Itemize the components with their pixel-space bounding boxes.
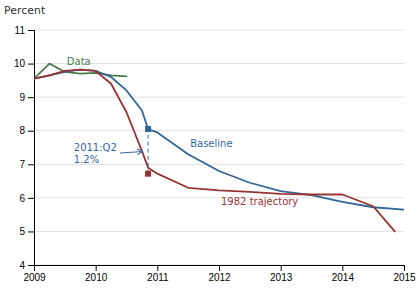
- y-tick-label: 4: [19, 260, 25, 271]
- x-tick: 2009: [23, 265, 46, 283]
- series-label: Data: [67, 56, 91, 67]
- series-label: Baseline: [190, 138, 232, 149]
- x-tick-label: 2013: [270, 272, 293, 283]
- y-tick: 11: [15, 25, 34, 36]
- grid-line: [34, 130, 404, 131]
- x-tick-mark: [219, 265, 220, 271]
- y-axis-line: [28, 31, 35, 266]
- grid: [34, 30, 404, 265]
- x-tick-label: 2015: [393, 272, 416, 283]
- x-tick-label: 2009: [23, 272, 46, 283]
- y-tick-label: 8: [19, 125, 25, 136]
- y-tick-label: 5: [19, 226, 25, 237]
- marker: [145, 171, 151, 177]
- y-tick: 4: [19, 260, 34, 271]
- plot: 2009 2010 2011 2012 2013 2014 2015 4 5 6 7 8 9 10 11 Da…: [14, 25, 416, 283]
- x-tick-mark: [96, 265, 97, 271]
- grid-line: [34, 97, 404, 98]
- x-tick: 2014: [332, 265, 355, 283]
- y-tick-mark: [28, 97, 34, 98]
- labels: Data Baseline 1982 trajectory 2011:Q21.2%: [67, 56, 299, 208]
- x-tick-label: 2012: [208, 272, 231, 283]
- x-tick-mark: [342, 265, 343, 271]
- data-area: [34, 64, 404, 232]
- x-tick: 2010: [85, 265, 108, 283]
- series-label: 1982 trajectory: [221, 196, 298, 207]
- annotation-arrow: [120, 152, 143, 154]
- x-tick-mark: [281, 265, 282, 271]
- y-tick-label: 6: [19, 193, 25, 204]
- marker: [145, 126, 151, 132]
- x-tick: 2015: [393, 265, 416, 283]
- y-tick: 7: [19, 159, 34, 170]
- y-axis-title: Percent: [4, 4, 46, 17]
- series-line: [34, 70, 395, 232]
- y-tick-mark: [28, 198, 34, 199]
- annotation: 2011:Q21.2%: [74, 142, 117, 165]
- x-tick-mark: [157, 265, 158, 271]
- y-tick-mark: [28, 64, 34, 65]
- y-tick-mark: [28, 265, 34, 266]
- y-tick-label: 7: [19, 159, 25, 170]
- x-tick: 2011: [147, 265, 169, 283]
- series-line: [34, 70, 404, 210]
- x-tick-label: 2010: [85, 272, 108, 283]
- y-tick-mark: [28, 231, 34, 232]
- chart: 2009 2010 2011 2012 2013 2014 2015 4 5 6 7 8 9 10 11 Da…: [0, 0, 420, 291]
- grid-line: [34, 231, 404, 232]
- x-axis-line: [35, 266, 405, 272]
- y-tick: 6: [19, 193, 34, 204]
- y-tick-mark: [28, 164, 34, 165]
- y-tick: 9: [19, 92, 34, 103]
- y-tick: 10: [14, 58, 34, 69]
- x-tick-label: 2014: [332, 272, 355, 283]
- y-tick-label: 10: [14, 58, 26, 69]
- y-tick-label: 11: [15, 25, 26, 36]
- y-axis: 4 5 6 7 8 9 10 11: [14, 25, 35, 271]
- x-tick: 2013: [270, 265, 293, 283]
- y-tick-mark: [28, 30, 34, 31]
- y-tick: 5: [19, 226, 34, 237]
- grid-line: [34, 30, 404, 31]
- x-tick-label: 2011: [147, 272, 169, 283]
- x-tick-mark: [404, 265, 405, 271]
- x-tick: 2012: [208, 265, 231, 283]
- y-tick-label: 9: [19, 92, 25, 103]
- y-tick-mark: [28, 131, 34, 132]
- y-tick: 8: [19, 125, 34, 136]
- x-axis: 2009 2010 2011 2012 2013 2014 2015: [23, 265, 416, 283]
- reference-line: [148, 129, 149, 174]
